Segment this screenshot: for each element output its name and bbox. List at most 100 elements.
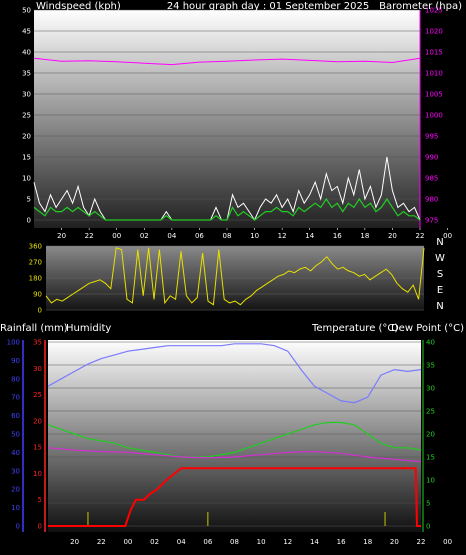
time-tick-label: 18 [360,232,369,240]
time-tick-label: 10 [250,232,259,240]
time-tick-label: 02 [140,232,149,240]
compass-label: N [436,237,443,248]
wind-direction-tick-label: 90 [33,291,42,299]
time-tick-label: 00 [123,538,132,546]
time-tick-label: 06 [195,232,204,240]
windspeed-tick-label: 25 [22,112,31,120]
time-tick-label: 22 [85,232,94,240]
windspeed-tick-label: 30 [22,91,31,99]
windspeed-tick-label: 5 [27,196,31,204]
compass-label: S [437,269,443,280]
windspeed-tick-label: 10 [22,175,31,183]
windspeed-tick-label: 15 [22,154,31,162]
wind-direction-gridlines [46,245,424,311]
temperature-series [47,421,422,458]
windspeed-tick-label: 0 [27,217,31,225]
compass-label: W [435,253,445,264]
windspeed-tick-label: 45 [22,28,31,36]
compass-label: E [437,285,443,296]
wind-direction-tick-label: 180 [29,275,42,283]
time-tick-label: 22 [97,538,106,546]
barometer-title: Barometer (hpa) [379,1,462,12]
time-tick-label: 08 [223,232,232,240]
barometer-tick-label: 990 [425,154,438,162]
barometer-tick-label: 975 [425,217,438,225]
windspeed-title: Windspeed (kph) [36,1,121,12]
temperature-tick-label: 0 [426,523,430,531]
time-tick-label: 20 [388,232,397,240]
wind-direction-line [45,247,425,306]
barometer-axis: 975 980 985 990 995 1000 1005 1010 1015 1020 1025 [419,7,443,228]
time-tick-label: 00 [443,538,452,546]
barometer-tick-label: 1010 [425,70,443,78]
humidity-axis: 0 10 20 30 40 50 60 70 80 90 100 [7,339,24,532]
time-tick-label: 22 [417,538,426,546]
humidity-tick-label: 60 [11,412,20,420]
time-tick-label: 14 [305,232,314,240]
temperature-tick-label: 25 [426,408,435,416]
time-tick-label: 14 [310,538,319,546]
wind-direction-series [45,247,425,306]
temperature-tick-label: 15 [426,454,435,462]
wind-direction-axis: 0 90 180 270 360 [29,243,42,315]
temperature-title: Temperature (°C) [311,323,398,334]
rainfall-tick-label: 0 [38,523,42,531]
barometer-tick-label: 1020 [425,28,443,36]
humidity-tick-label: 0 [16,523,20,531]
barometer-tick-label: 1015 [425,49,443,57]
wind-direction-tick-label: 360 [29,243,42,251]
dew-point-series [47,447,422,463]
rainfall-tick-label: 15 [33,444,42,452]
time-tick-label: 20 [57,232,66,240]
chart-title: 24 hour graph day : 01 September 2025 [167,1,369,12]
time-tick-label: 20 [390,538,399,546]
temperature-tick-label: 40 [426,339,435,347]
barometer-tick-label: 980 [425,196,438,204]
rainfall-series [48,467,421,527]
humidity-tick-label: 100 [7,339,20,347]
barometer-tick-label: 985 [425,175,438,183]
barometer-tick-label: 1025 [425,7,443,15]
windspeed-plot-background [34,10,420,228]
humidity-tick-label: 10 [11,504,20,512]
humidity-tick-label: 40 [11,449,20,457]
compass-label: N [436,301,443,312]
wind-average-series [33,197,421,221]
time-tick-label: 12 [283,538,292,546]
rainfall-tick-label: 5 [38,496,42,504]
time-tick-label: 00 [443,232,452,240]
rainfall-tick-label: 25 [33,391,42,399]
rainfall-tick-label: 30 [33,365,42,373]
barometer-tick-label: 1005 [425,91,443,99]
time-tick-label: 12 [278,232,287,240]
rainfall-axis: 0 5 10 15 20 25 30 35 [33,339,46,532]
humidity-tick-label: 20 [11,486,20,494]
time-tick-label: 00 [112,232,121,240]
time-tick-label: 02 [150,538,159,546]
rain-humidity-temp-lines [47,343,422,527]
humidity-tick-label: 80 [11,375,20,383]
windspeed-gridlines [34,9,420,221]
rainfall-tick-label: 10 [33,470,42,478]
temperature-tick-label: 35 [426,362,435,370]
time-tick-label: 16 [333,232,342,240]
windspeed-tick-label: 35 [22,70,31,78]
barometer-series [33,57,421,66]
temperature-tick-label: 20 [426,431,435,439]
temperature-tick-label: 30 [426,385,435,393]
rainfall-tick-label: 20 [33,417,42,425]
time-tick-label: 08 [230,538,239,546]
temperature-axis: 0 5 10 15 20 25 30 35 40 [422,339,435,532]
time-tick-label: 06 [203,538,212,546]
temperature-tick-label: 5 [426,500,430,508]
rainfall-tick-label: 35 [33,339,42,347]
windspeed-lines [33,57,421,222]
windspeed-tick-label: 20 [22,133,31,141]
barometer-tick-label: 995 [425,133,438,141]
barometer-tick-label: 1000 [425,112,443,120]
wind-direction-tick-label: 0 [38,307,42,315]
time-tick-label: 04 [177,538,186,546]
humidity-tick-label: 70 [11,394,20,402]
